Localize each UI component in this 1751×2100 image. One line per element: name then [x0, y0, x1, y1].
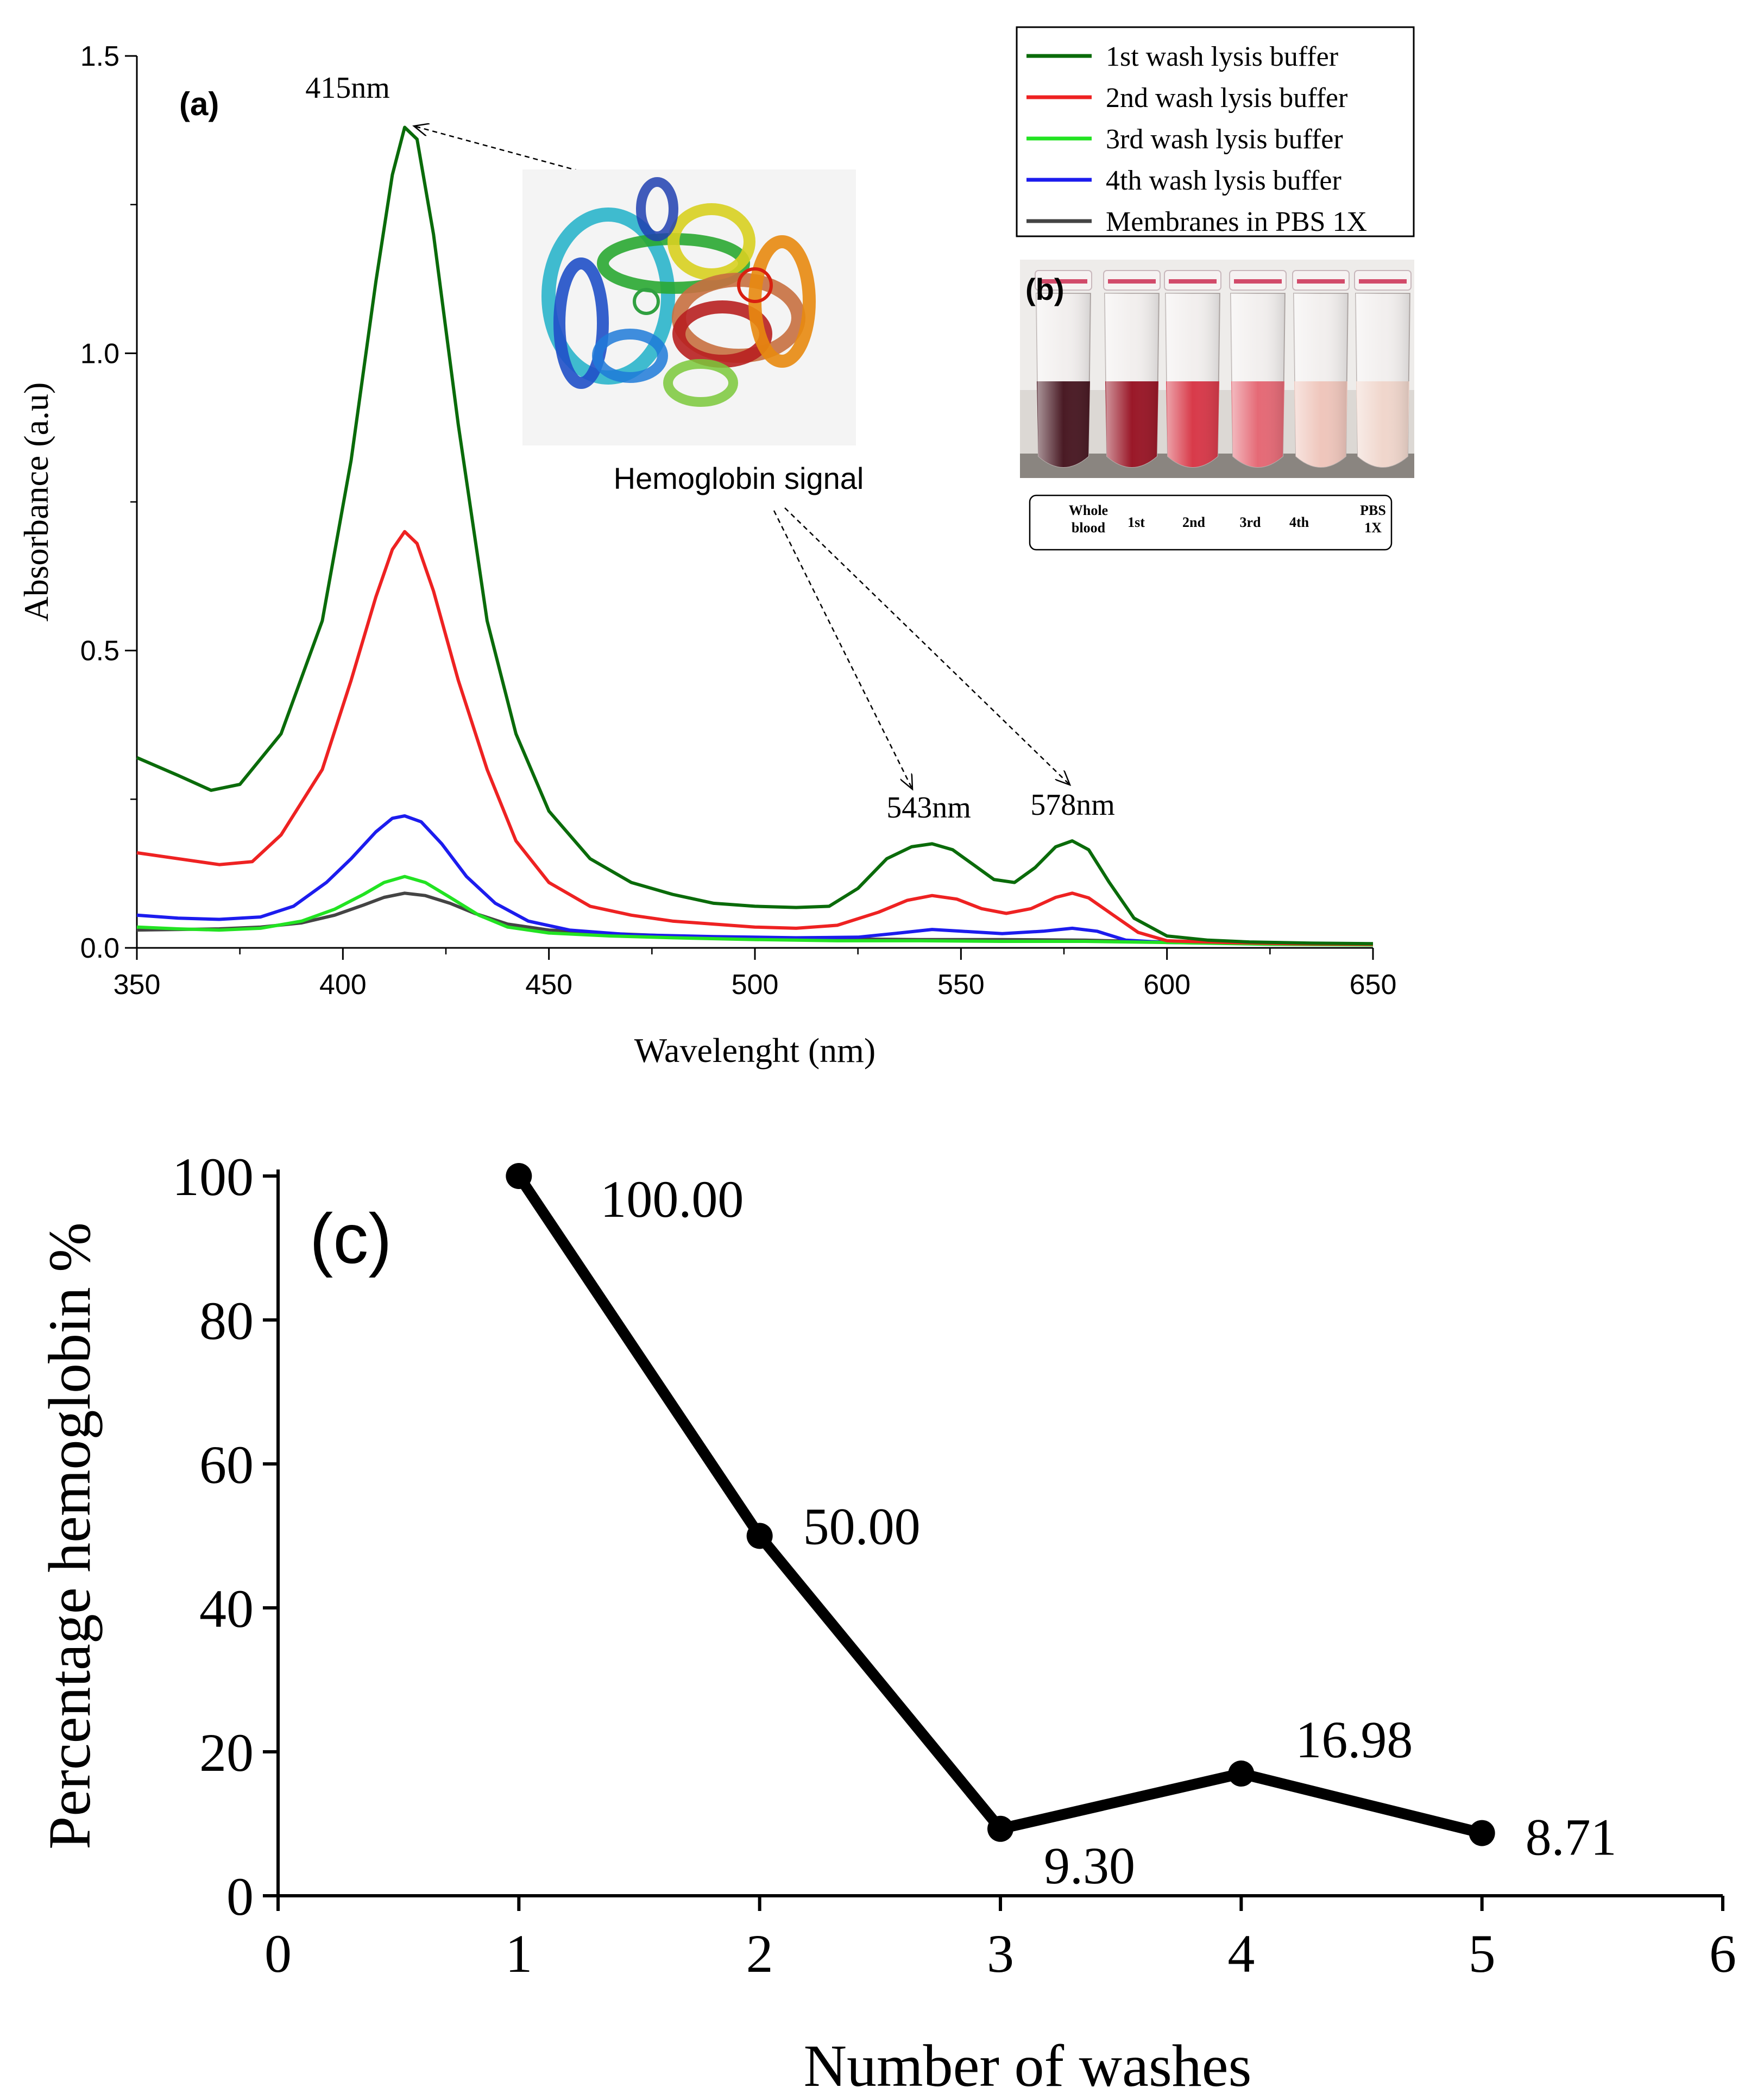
tube-glass — [1231, 293, 1285, 467]
y-axis-label: Absorbance (a.u) — [17, 382, 55, 622]
annotation-415nm: 415nm — [305, 71, 390, 105]
tube-glass — [1166, 293, 1220, 467]
x-tick-label: 600 — [1143, 969, 1191, 1001]
percentage-series: 100.00 50.00 9.30 16.98 8.71 — [506, 1163, 1617, 1895]
y-tick-label: 100 — [172, 1147, 254, 1207]
tube-glass — [1294, 293, 1348, 467]
y-tick-label: 1.5 — [80, 41, 119, 72]
data-point — [1228, 1761, 1255, 1787]
x-axis-label: Number of washes — [804, 2033, 1252, 2099]
x-tick-label: 3 — [987, 1923, 1014, 1984]
annotation-543nm: 543nm — [886, 791, 971, 825]
tube-glass — [1356, 293, 1410, 467]
tube-glass — [1036, 293, 1091, 467]
series-line — [136, 875, 1374, 947]
absorbance-series — [136, 125, 1374, 947]
tube-cap-band — [1169, 279, 1217, 284]
series-line — [136, 814, 1374, 946]
data-point — [1469, 1820, 1495, 1846]
panel-label-b: (b) — [1025, 272, 1065, 306]
legend-entry: Membranes in PBS 1X — [1106, 206, 1367, 237]
tube-cap-band — [1297, 279, 1345, 284]
x-tick-label: 5 — [1469, 1923, 1496, 1984]
y-tick-label: 0.0 — [80, 933, 119, 964]
data-label: 9.30 — [1044, 1837, 1135, 1895]
x-tick-label: 2 — [746, 1923, 773, 1984]
data-point — [746, 1523, 773, 1549]
hemoglobin-structure-icon — [522, 169, 856, 445]
data-label: 100.00 — [600, 1170, 744, 1228]
data-point — [987, 1815, 1013, 1842]
absorbance-chart: 350 400 450 500 550 600 650 0.0 0.5 1.0 1.5 Wavelen… — [17, 26, 1415, 1070]
legend-entry: 2nd wash lysis buffer — [1106, 83, 1347, 114]
tube-cap-band — [1108, 279, 1156, 284]
x-tick-label: 450 — [525, 969, 572, 1001]
x-axis-label: Wavelenght (nm) — [634, 1031, 876, 1070]
x-tick-label: 6 — [1709, 1923, 1736, 1984]
y-tick-label: 0 — [226, 1866, 254, 1927]
tube-label: 3rd — [1240, 514, 1262, 530]
x-tick-label: 350 — [114, 969, 161, 1001]
arrow-to-543nm — [773, 510, 912, 789]
x-tick-label: 1 — [505, 1923, 532, 1984]
data-label: 8.71 — [1526, 1808, 1617, 1866]
tube-label: PBS 1X — [1360, 502, 1386, 536]
series-line — [136, 125, 1374, 946]
y-tick-label: 40 — [199, 1579, 254, 1639]
tube-glass — [1105, 293, 1159, 467]
tube-cap-band — [1040, 279, 1087, 284]
tube-label: 1st — [1128, 514, 1145, 530]
legend-entry: 3rd wash lysis buffer — [1106, 124, 1343, 155]
tube-label: 4th — [1289, 514, 1309, 530]
x-tick-label: 400 — [319, 969, 367, 1001]
panel-label-a: (a) — [179, 86, 219, 122]
annotation-hemoglobin-signal: Hemoglobin signal — [614, 461, 864, 495]
y-tick-label: 60 — [199, 1435, 254, 1495]
y-tick-label: 0.5 — [80, 636, 119, 667]
y-axis-label: Percentage hemoglobin % — [36, 1222, 103, 1850]
tube-label: 2nd — [1182, 514, 1205, 530]
tube-cap-band — [1234, 279, 1282, 284]
annotation-578nm: 578nm — [1030, 788, 1115, 822]
x-tick-label: 550 — [937, 969, 985, 1001]
legend-entry: 1st wash lysis buffer — [1106, 41, 1338, 72]
data-label: 16.98 — [1295, 1711, 1413, 1769]
y-tick-label: 1.0 — [80, 338, 119, 369]
legend: 1st wash lysis buffer 2nd wash lysis buff… — [1016, 26, 1415, 237]
x-tick-label: 4 — [1227, 1923, 1255, 1984]
x-tick-label: 0 — [264, 1923, 292, 1984]
x-tick-label: 650 — [1350, 969, 1397, 1001]
arrow-to-578nm — [784, 507, 1070, 785]
tube-cap-band — [1359, 279, 1407, 284]
legend-entry: 4th wash lysis buffer — [1106, 165, 1341, 196]
data-label: 50.00 — [803, 1498, 921, 1556]
series-line — [136, 530, 1374, 946]
data-point — [506, 1163, 532, 1189]
y-tick-label: 20 — [199, 1722, 254, 1783]
tube-photo-inset: (b) Whole blood 1st 2nd 3rd 4th PBS 1X — [1020, 260, 1414, 551]
panel-label-c: (c) — [310, 1199, 392, 1278]
absorbance-axes: 350 400 450 500 550 600 650 0.0 0.5 1.0 1.5 Wavelen… — [17, 41, 1396, 1070]
y-tick-label: 80 — [199, 1291, 254, 1351]
tube-label: Whole blood — [1069, 502, 1108, 536]
x-tick-label: 500 — [732, 969, 779, 1001]
